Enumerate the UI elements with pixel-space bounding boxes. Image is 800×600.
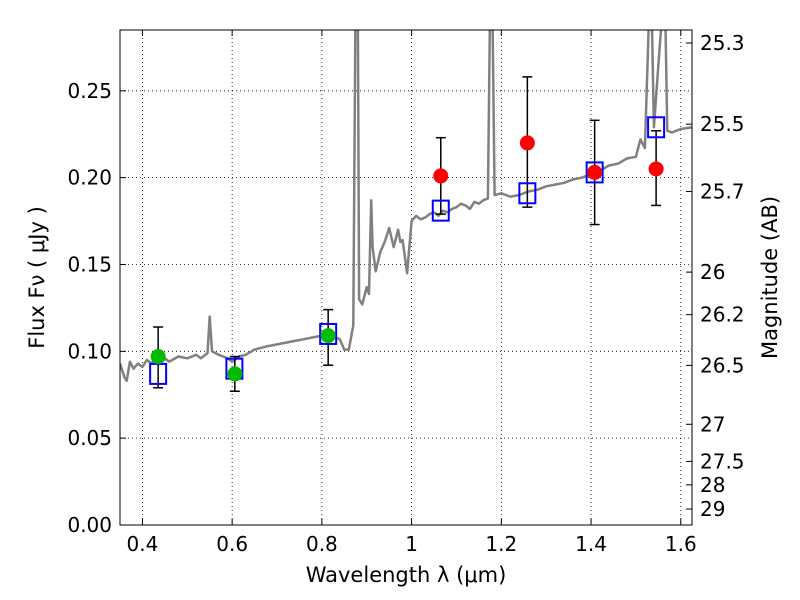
y-axis-title: Flux Fν ( μJy ) (25, 206, 49, 349)
measurement-point (519, 135, 535, 151)
magnitude-tick-label: 25.7 (700, 180, 745, 204)
x-tick-label: 1 (405, 532, 418, 556)
x-axis-title: Wavelength λ (μm) (306, 563, 507, 587)
magnitude-tick-label: 29 (700, 497, 725, 521)
x-tick-label: 1.4 (575, 532, 607, 556)
model-square-marker (518, 182, 537, 205)
plot-frame (119, 29, 693, 526)
y-tick-label: 0.20 (67, 166, 112, 190)
x-tick-label: 1.6 (665, 532, 697, 556)
measurement-point (433, 168, 449, 184)
measurement-point (648, 161, 664, 177)
x-tick-label: 1.2 (485, 532, 517, 556)
model-square-marker (431, 199, 450, 222)
magnitude-tick-label: 27.5 (700, 449, 745, 473)
y-tick-label: 0.25 (67, 79, 112, 103)
model-square-marker (319, 322, 338, 345)
plot-area (120, 30, 692, 525)
y-tick-label: 0.15 (67, 252, 112, 276)
measurement-point (587, 164, 603, 180)
magnitude-tick-label: 28 (700, 473, 725, 497)
spectrum-line (120, 30, 692, 383)
y-tick-label: 0.05 (67, 426, 112, 450)
measurement-point (150, 349, 166, 365)
axes: 0.4 0.6 0.8 1 1.2 1.4 1.6 0.00 0.05 0.10 0.15 0.20 0… (25, 30, 782, 587)
magnitude-tick-label: 26.5 (700, 353, 745, 377)
y-tick-label: 0.00 (67, 513, 112, 537)
y-tick-label: 0.10 (67, 339, 112, 363)
measurement-point (320, 328, 336, 344)
magnitude-axis-title: Magnitude (AB) (758, 196, 782, 359)
model-square-marker (585, 161, 604, 184)
x-tick-label: 0.8 (306, 532, 338, 556)
x-tick-label: 0.6 (216, 532, 248, 556)
model-square-marker (647, 116, 666, 139)
magnitude-tick-label: 25.3 (700, 31, 745, 55)
magnitude-tick-label: 27 (700, 412, 725, 436)
x-tick-label: 0.4 (127, 532, 159, 556)
magnitude-tick-label: 26 (700, 260, 725, 284)
magnitude-tick-label: 26.2 (700, 303, 745, 327)
magnitude-tick-label: 25.5 (700, 112, 745, 136)
plot-layer (120, 30, 692, 393)
measurement-point (227, 366, 243, 382)
